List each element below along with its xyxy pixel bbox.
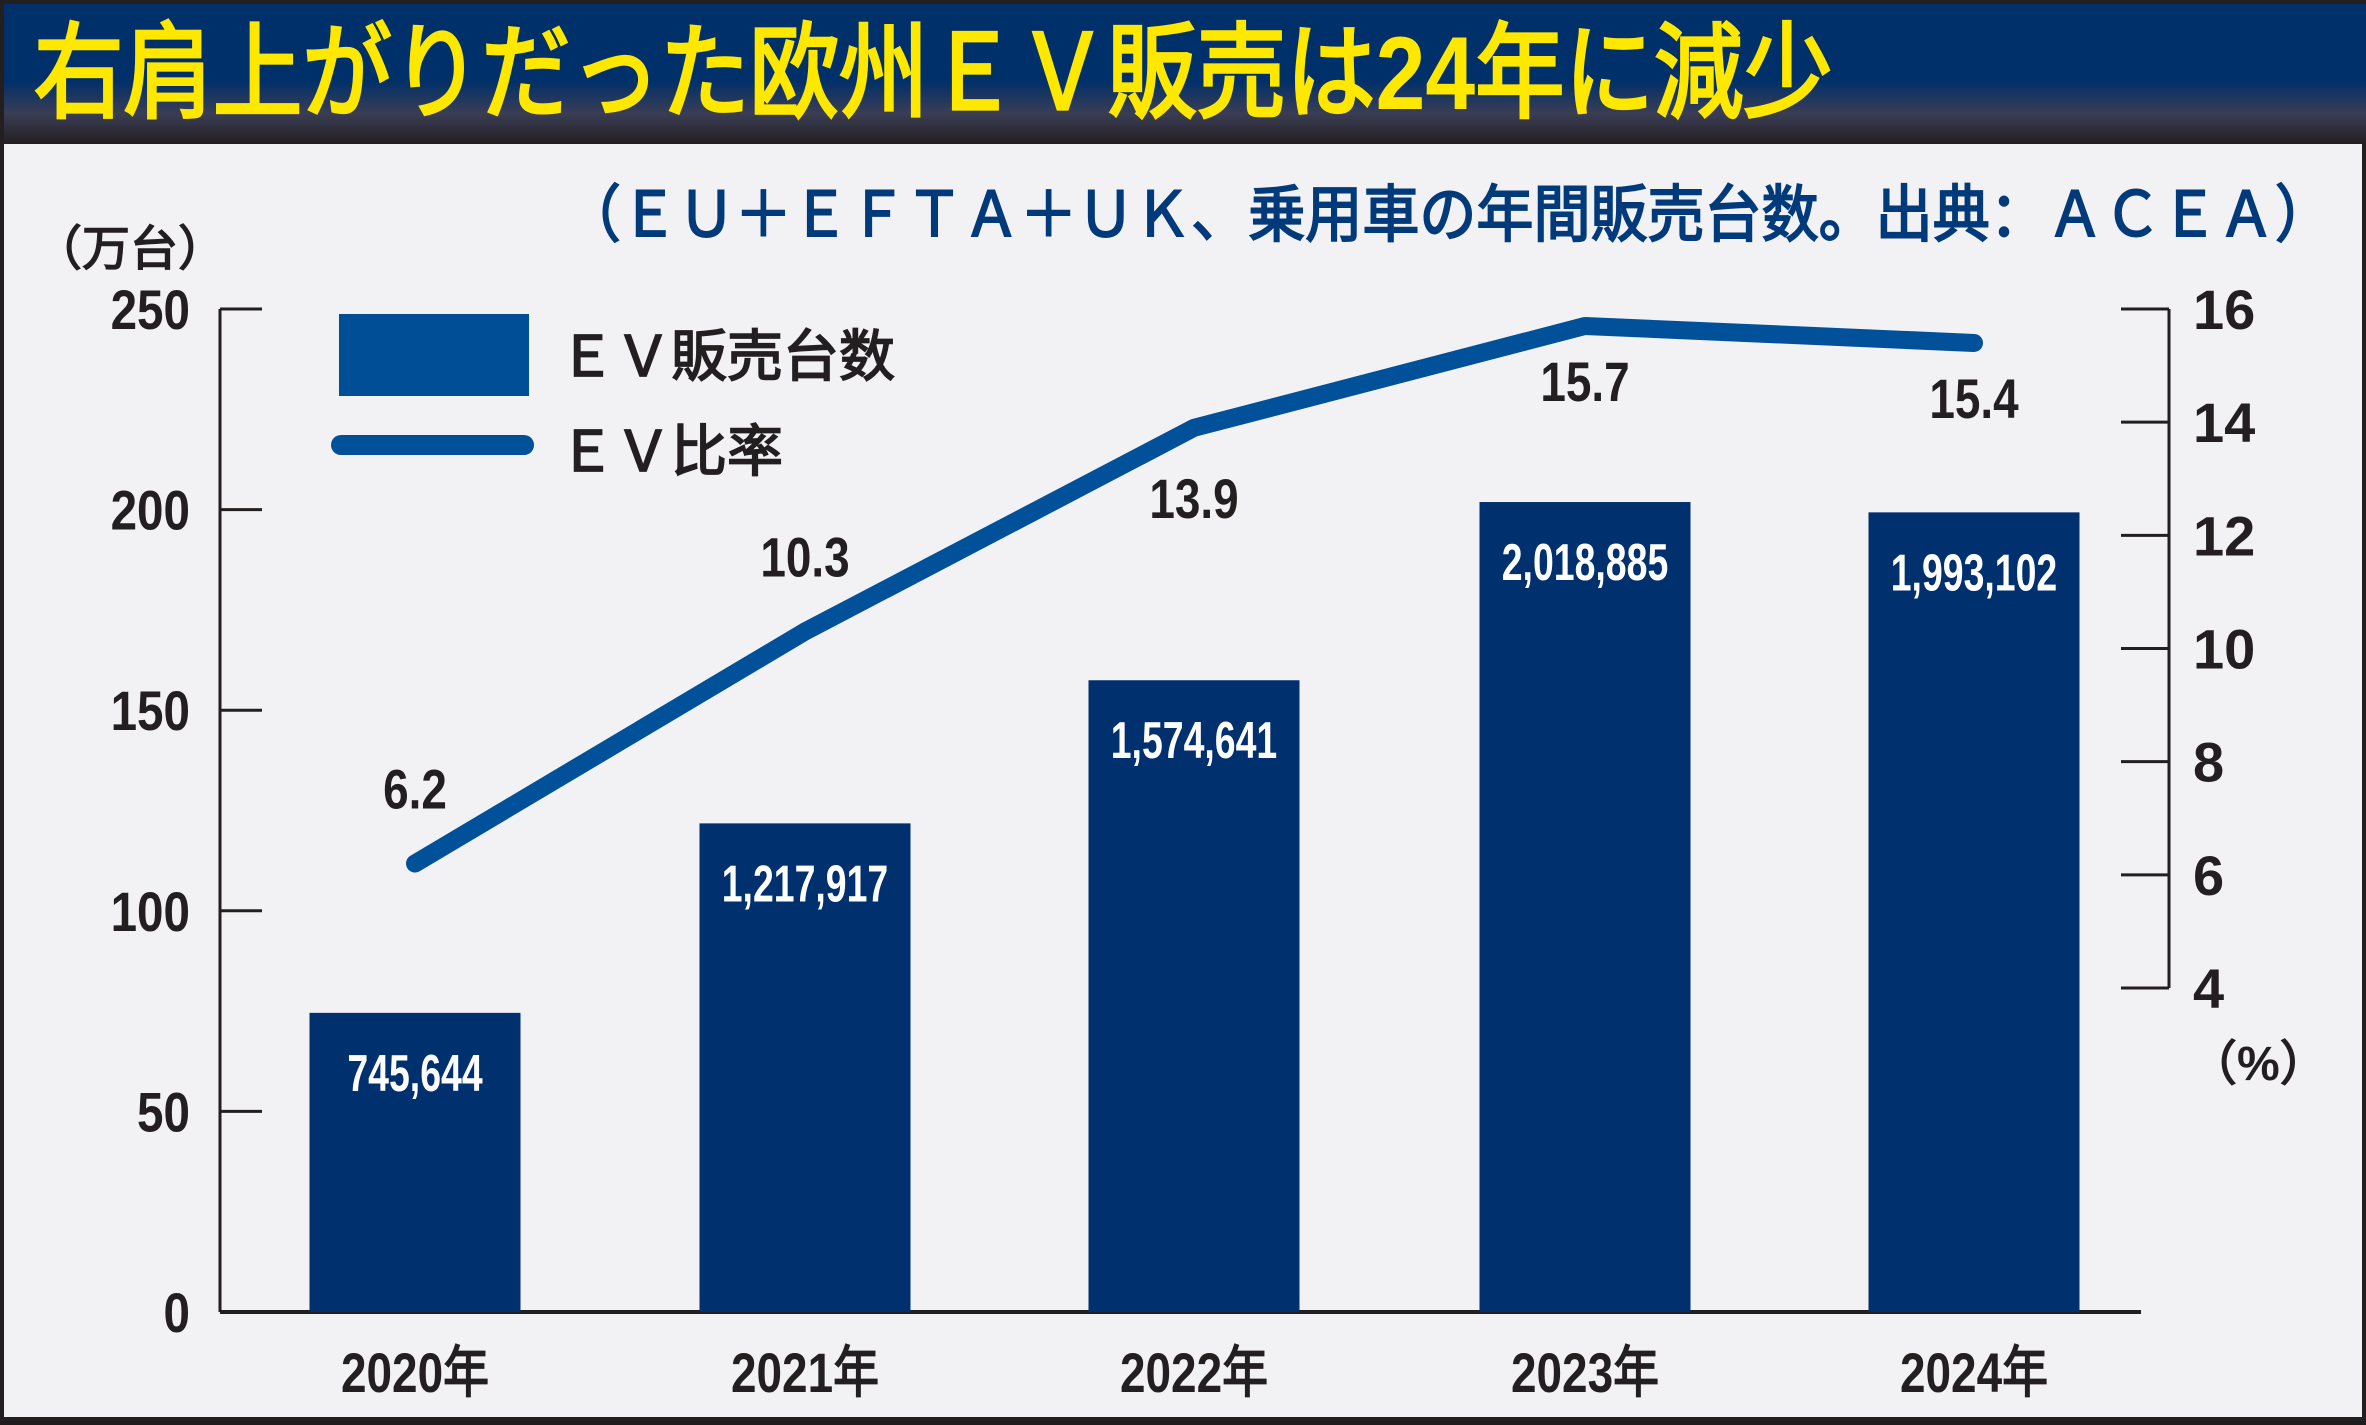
line-value-label: 10.3 [760, 526, 849, 588]
x-axis-category-label: 2024年 [1900, 1342, 2048, 1404]
ev-ratio-line [406, 316, 1983, 873]
bar-value-label: 2,018,885 [1502, 533, 1669, 592]
legend-label-line: ＥＶ比率 [559, 420, 783, 483]
line-value-label: 6.2 [383, 758, 447, 820]
chart-subtitle: （ＥＵ＋ＥＦＴＡ＋ＵＫ、乗用車の年間販売台数。出典：ＡＣＥＡ） [563, 181, 2332, 250]
line-value-label: 15.4 [1929, 368, 2019, 430]
bar [1868, 512, 2080, 1312]
right-axis-tick-label: 14 [2193, 391, 2255, 454]
right-axis-tick-label: 6 [2193, 844, 2224, 907]
x-axis-category-label: 2023年 [1511, 1342, 1659, 1404]
left-axis-tick-label: 150 [111, 681, 190, 743]
left-axis-tick-label: 250 [111, 279, 190, 341]
legend-swatch-bar [339, 314, 529, 396]
right-axis-tick-label: 10 [2193, 618, 2255, 681]
chart-title: 右肩上がりだった欧州ＥＶ販売は24年に減少 [34, 16, 1833, 132]
bar-value-label: 1,217,917 [722, 854, 889, 913]
line-series [406, 316, 1983, 873]
line-value-label: 15.7 [1540, 351, 1629, 413]
left-axis-unit-label: （万台） [34, 223, 227, 276]
left-axis-tick-label: 100 [111, 881, 190, 943]
left-axis-tick-label: 200 [111, 480, 190, 542]
labels: 745,644 2020年 1,217,917 2021年 1,574,641 2022年… [341, 351, 2057, 1404]
right-axis-unit-label: （%） [2189, 1038, 2328, 1091]
right-axis-tick-label: 8 [2193, 731, 2224, 794]
line-value-label: 13.9 [1149, 468, 1238, 530]
chart-svg: 250 200 150 100 50 0 16 14 12 10 8 6 4 745,644 2020年 1… [111, 278, 2256, 1404]
left-axis-tick-label: 0 [164, 1282, 190, 1344]
bar [1088, 680, 1300, 1312]
x-axis-category-label: 2021年 [731, 1342, 879, 1404]
x-axis-category-label: 2022年 [1120, 1342, 1268, 1404]
bar-value-label: 1,574,641 [1111, 711, 1278, 770]
legend: ＥＶ販売台数 ＥＶ比率 [331, 314, 895, 483]
left-axis-tick-label: 50 [137, 1082, 190, 1144]
legend-label-bar: ＥＶ販売台数 [559, 325, 895, 388]
bar-value-label: 745,644 [347, 1044, 482, 1103]
title-bar: 右肩上がりだった欧州ＥＶ販売は24年に減少 [4, 4, 2366, 144]
bars [309, 502, 2080, 1313]
right-axis-tick-label: 12 [2193, 504, 2255, 567]
bar [1479, 502, 1691, 1313]
bar [309, 1012, 521, 1312]
bar-value-label: 1,993,102 [1891, 543, 2058, 602]
right-axis-tick-label: 4 [2193, 957, 2224, 1020]
bar [699, 823, 911, 1312]
right-axis-tick-label: 16 [2193, 278, 2255, 341]
x-axis-category-label: 2020年 [341, 1342, 489, 1404]
